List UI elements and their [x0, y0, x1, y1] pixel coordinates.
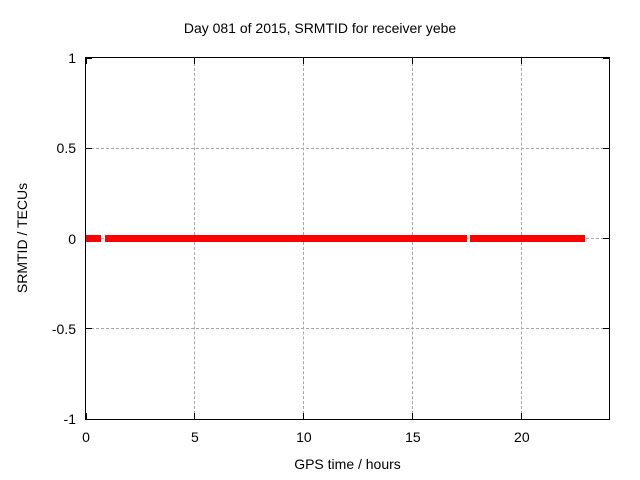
x-tick-mark-top: [194, 58, 196, 64]
y-gridline: [86, 147, 609, 149]
y-tick-mark-left: [86, 418, 92, 420]
y-tick-mark-right: [603, 328, 609, 330]
x-tick-mark-top: [412, 58, 414, 64]
plot-area: [85, 57, 610, 420]
y-tick-mark-right: [603, 57, 609, 59]
x-tick-label: 15: [405, 429, 421, 445]
y-tick-mark-left: [86, 147, 92, 149]
y-tick-mark-right: [603, 238, 609, 239]
x-tick-label: 5: [191, 429, 199, 445]
series-segment: [86, 235, 102, 242]
y-tick-label: -0.5: [51, 320, 76, 337]
x-tick-mark-top: [303, 58, 305, 64]
y-axis-label: SRMTID / TECUs: [14, 182, 30, 294]
x-tick-mark-bottom: [412, 413, 414, 419]
y-tick-label: 0.5: [56, 140, 76, 157]
x-tick-label: 0: [82, 429, 90, 445]
y-tick-mark-right: [603, 418, 609, 420]
x-tick-mark-bottom: [194, 413, 196, 419]
x-tick-label: 10: [296, 429, 312, 445]
x-tick-mark-bottom: [303, 413, 305, 419]
x-tick-mark-top: [85, 58, 87, 64]
x-tick-mark-top: [521, 58, 523, 64]
y-tick-mark-left: [86, 57, 92, 59]
x-tick-mark-bottom: [85, 413, 87, 419]
series-segment: [470, 235, 585, 242]
chart-title: Day 081 of 2015, SRMTID for receiver yeb…: [183, 20, 457, 36]
x-tick-label: 20: [514, 429, 530, 445]
y-tick-label: -1: [63, 411, 76, 427]
x-axis-label: GPS time / hours: [294, 456, 401, 472]
y-tick-label: 0: [68, 230, 76, 247]
y-tick-mark-right: [603, 147, 609, 149]
y-tick-mark-left: [86, 328, 92, 330]
y-gridline: [86, 328, 609, 330]
series-segment: [104, 235, 468, 242]
x-tick-mark-bottom: [521, 413, 523, 419]
y-tick-label: 1: [68, 50, 76, 66]
